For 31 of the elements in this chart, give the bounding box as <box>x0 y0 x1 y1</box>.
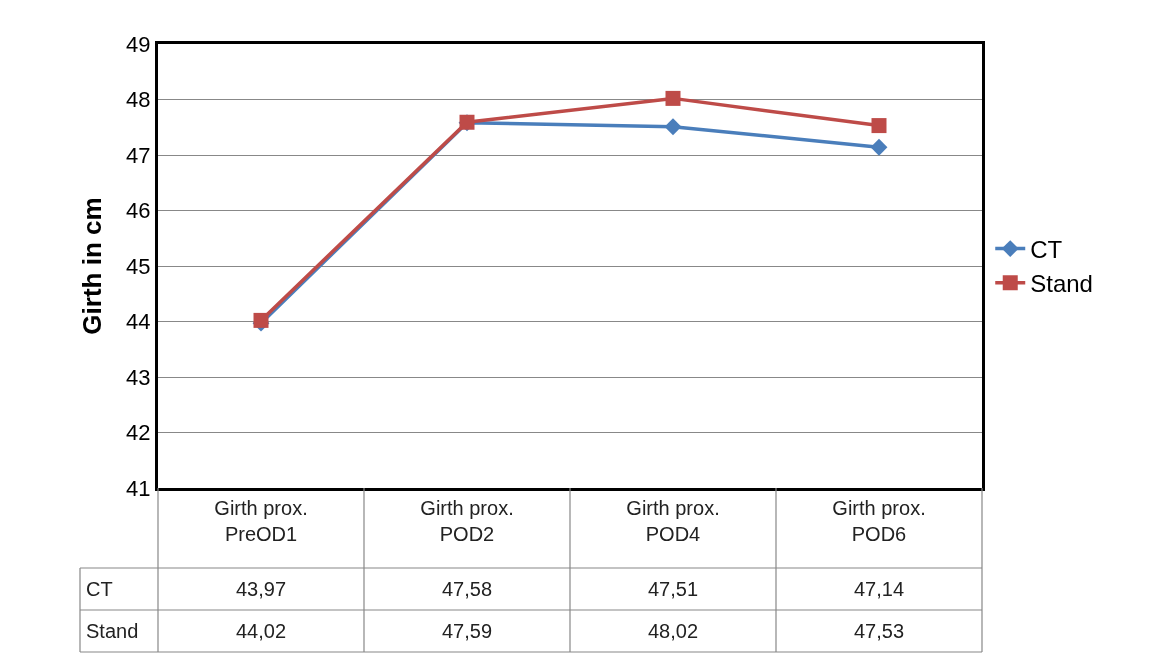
y-tick-label: 43 <box>126 364 151 390</box>
point <box>253 312 269 328</box>
data-label: 47,14 <box>854 578 905 600</box>
legend-label: Stand <box>1030 270 1093 298</box>
data-label: 47,51 <box>648 578 699 600</box>
x-tick-label: Girth prox. POD6 <box>832 497 926 545</box>
y-tick-label: 48 <box>126 87 151 113</box>
text: Stand <box>86 620 139 642</box>
point <box>871 118 887 134</box>
x-tick-label: Girth prox. POD4 <box>626 497 720 545</box>
legend-label: CT <box>1030 235 1063 263</box>
data-label: 47,53 <box>854 620 905 642</box>
data-label: 48,02 <box>648 620 699 642</box>
data-label: 47,58 <box>442 578 493 600</box>
data-label: 44,02 <box>236 620 287 642</box>
y-tick-label: 49 <box>126 31 151 57</box>
y-tick-label: 47 <box>126 142 151 168</box>
y-tick-label: 44 <box>126 309 151 335</box>
data-label: 43,97 <box>236 578 287 600</box>
data-label: 47,59 <box>442 620 493 642</box>
y-tick-label: 46 <box>126 198 151 224</box>
y-tick-label: 41 <box>126 475 151 501</box>
x-tick-label: Girth prox. POD2 <box>420 497 514 545</box>
point <box>870 138 888 156</box>
y-tick-label: 45 <box>126 253 151 279</box>
text: CT <box>86 578 113 600</box>
y-axis-title: Girth in cm <box>76 197 107 335</box>
y-tick-label: 42 <box>126 420 151 446</box>
point <box>665 90 681 106</box>
x-tick-label: Girth prox. PreOD1 <box>214 497 308 545</box>
point <box>664 118 682 136</box>
